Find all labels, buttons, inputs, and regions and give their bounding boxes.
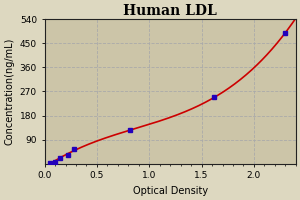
X-axis label: Optical Density: Optical Density <box>133 186 208 196</box>
Title: Human LDL: Human LDL <box>123 4 217 18</box>
Y-axis label: Concentration(ng/mL): Concentration(ng/mL) <box>4 38 14 145</box>
